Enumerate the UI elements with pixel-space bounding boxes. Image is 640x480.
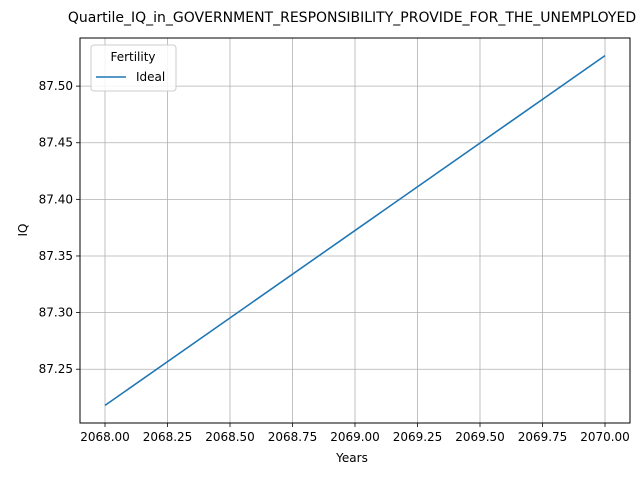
x-tick-label: 2068.25: [143, 430, 193, 444]
legend-label-ideal: Ideal: [136, 70, 165, 84]
y-axis-label: IQ: [16, 224, 30, 237]
series-layer: [104, 54, 606, 407]
x-tick-label: 2068.50: [205, 430, 255, 444]
grid-lines: [80, 38, 630, 423]
chart-title: Quartile_IQ_in_GOVERNMENT_RESPONSIBILITY…: [68, 10, 636, 26]
legend-title: Fertility: [110, 50, 155, 64]
y-tick-label: 87.40: [39, 192, 73, 206]
y-tick-label: 87.45: [39, 136, 73, 150]
series-line-ideal: [104, 54, 606, 407]
x-tick-label: 2070.00: [580, 430, 630, 444]
x-tick-label: 2069.75: [518, 430, 568, 444]
x-tick-label: 2068.75: [268, 430, 318, 444]
y-tick-label: 87.50: [39, 79, 73, 93]
x-tick-label: 2069.25: [393, 430, 443, 444]
legend-frame: [90, 44, 177, 92]
y-tick-label: 87.25: [39, 362, 73, 376]
y-axis: 87.25 87.30 87.35 87.40 87.45 87.50: [39, 79, 80, 376]
x-tick-label: 2068.00: [80, 430, 130, 444]
y-tick-label: 87.35: [39, 249, 73, 263]
x-axis-label: Years: [335, 451, 368, 465]
x-tick-label: 2069.50: [455, 430, 505, 444]
x-tick-label: 2069.00: [330, 430, 380, 444]
x-axis: 2068.00 2068.25 2068.50 2068.75 2069.00 2069.…: [80, 423, 630, 444]
y-tick-label: 87.30: [39, 306, 73, 320]
legend: Fertility Ideal: [90, 44, 177, 92]
